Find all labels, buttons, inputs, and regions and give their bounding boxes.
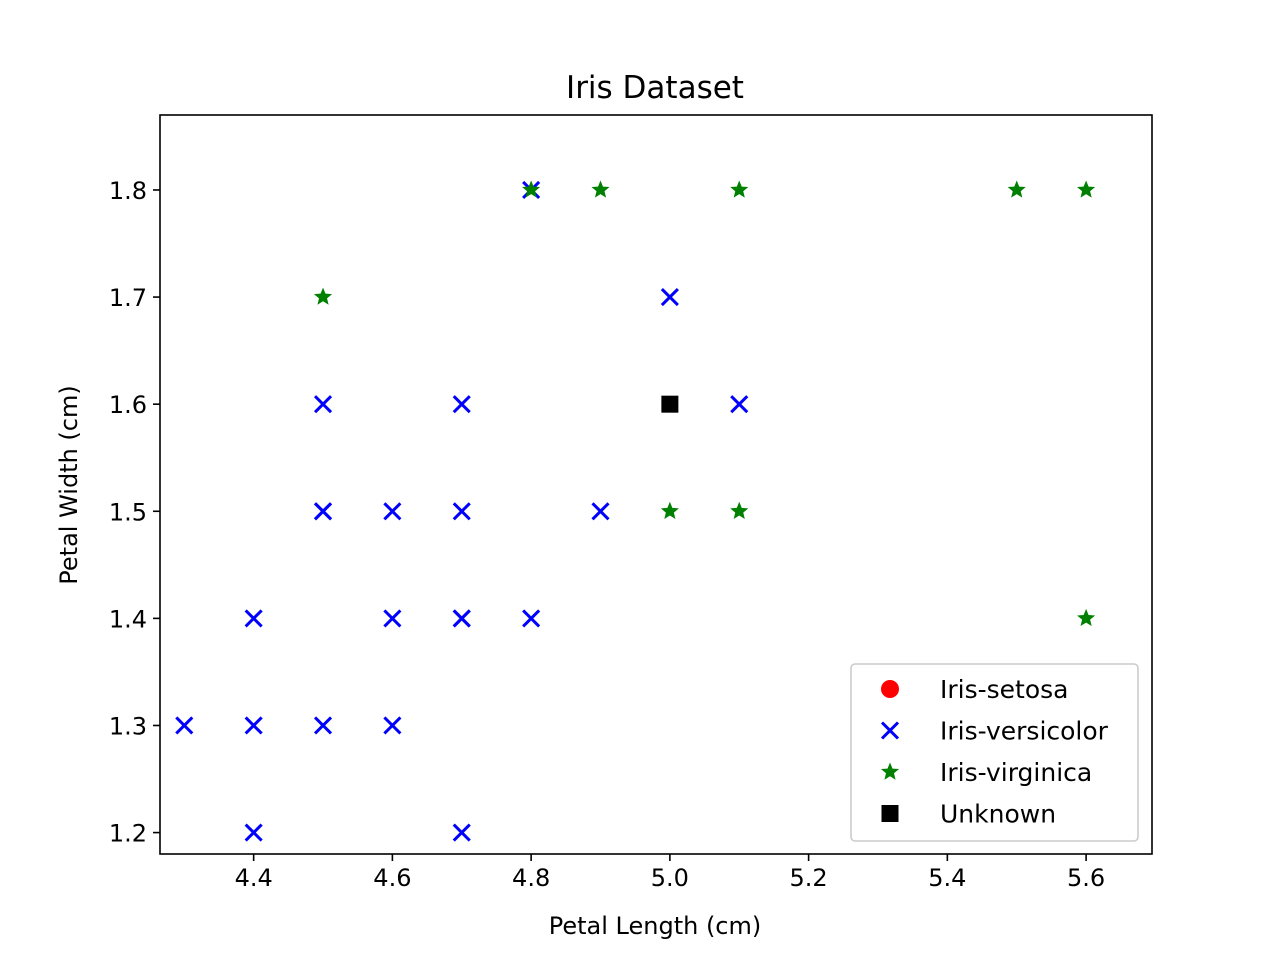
y-tick-label: 1.2 [109, 820, 147, 848]
x-tick-label: 4.4 [235, 864, 273, 892]
x-tick-label: 5.2 [790, 864, 828, 892]
legend-frame [850, 663, 1139, 842]
legend: Iris-setosa Iris-versicolor Iris-virginica… [850, 663, 1139, 842]
x-axis-label: Petal Length (cm) [549, 912, 762, 940]
iris-versicolor-point [452, 823, 471, 842]
iris-virginica-point [313, 287, 333, 305]
iris-virginica-point [730, 501, 749, 519]
iris-versicolor-point [452, 502, 471, 521]
iris-versicolor-point [452, 609, 471, 628]
iris-versicolor-point [313, 395, 333, 414]
y-tick-label: 1.3 [109, 712, 147, 740]
x-tick-label: 4.8 [512, 864, 550, 892]
iris-versicolor-point [313, 716, 333, 735]
iris-versicolor-point [175, 716, 194, 735]
iris-versicolor-point [244, 823, 263, 842]
y-axis-ticks: 1.2 1.3 1.4 1.5 1.6 1.7 1.8 [109, 177, 160, 848]
legend-label: Unknown [940, 800, 1056, 829]
iris-versicolor-point [452, 395, 471, 414]
iris-virginica-point [1077, 608, 1096, 627]
x-tick-label: 5.6 [1067, 864, 1105, 892]
y-axis-label: Petal Width (cm) [55, 385, 83, 584]
y-tick-label: 1.7 [109, 284, 147, 312]
iris-virginica-point [591, 180, 610, 198]
unknown-point [661, 395, 679, 413]
x-axis-ticks: 4.4 4.6 4.8 5.0 5.2 5.4 5.6 [235, 854, 1105, 892]
iris-versicolor-point [730, 395, 749, 414]
y-tick-label: 1.5 [109, 498, 147, 526]
legend-marker-iris-versicolor [880, 721, 900, 740]
legend-marker-iris-setosa [881, 680, 899, 698]
iris-versicolor-point [591, 502, 610, 521]
legend-label: Iris-versicolor [940, 717, 1109, 746]
iris-versicolor-point [522, 609, 541, 628]
plot-points [175, 180, 1096, 842]
legend-marker-iris-virginica [880, 762, 900, 780]
legend-label: Iris-setosa [940, 675, 1069, 704]
iris-versicolor-point [313, 502, 333, 521]
y-tick-label: 1.4 [109, 605, 147, 633]
iris-versicolor-point [383, 609, 402, 628]
x-tick-label: 5.4 [928, 864, 966, 892]
chart-title: Iris Dataset [566, 70, 744, 106]
iris-virginica-point [1077, 180, 1096, 198]
iris-versicolor-point [660, 288, 679, 307]
y-tick-label: 1.8 [109, 177, 147, 205]
iris-versicolor-point [383, 502, 402, 521]
iris-versicolor-point [244, 716, 263, 735]
plot-frame [159, 114, 1153, 855]
iris-virginica-point [730, 180, 749, 198]
iris-virginica-point [522, 180, 541, 198]
iris-virginica-point [1007, 180, 1026, 198]
iris-versicolor-point [383, 716, 402, 735]
iris-virginica-point [660, 501, 679, 519]
legend-label: Iris-virginica [940, 758, 1092, 787]
x-tick-label: 4.6 [373, 864, 411, 892]
iris-versicolor-point [244, 609, 263, 628]
y-tick-label: 1.6 [109, 391, 147, 419]
legend-marker-unknown [881, 805, 899, 822]
x-tick-label: 5.0 [651, 864, 689, 892]
